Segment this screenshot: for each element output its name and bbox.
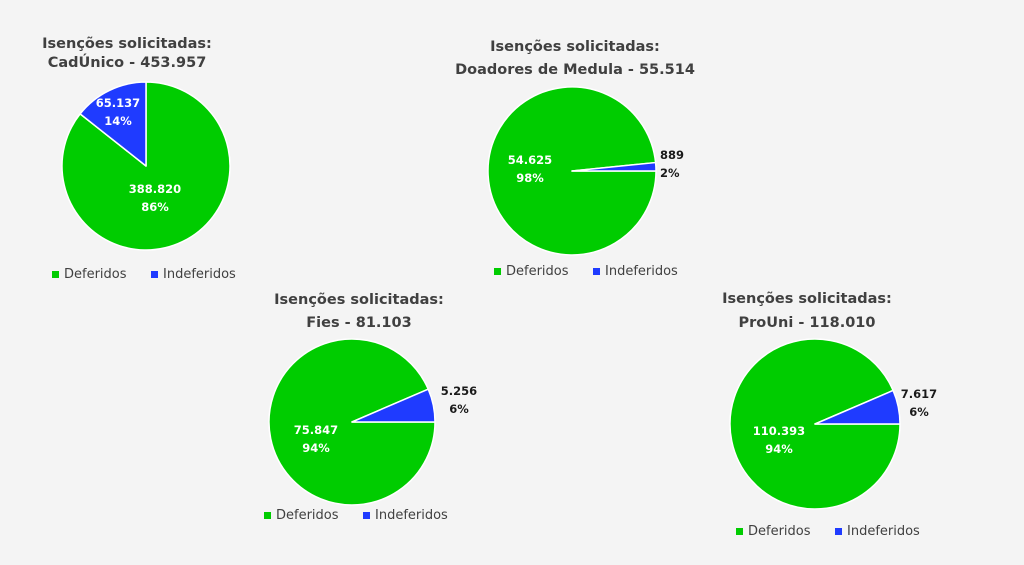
legend-label-deferidos: Deferidos — [276, 508, 339, 523]
legend-label-indeferidos: Indeferidos — [605, 264, 678, 279]
data-label-percent-deferidos: 94% — [765, 442, 793, 456]
legend-label-deferidos: Deferidos — [748, 524, 811, 539]
data-label-percent-deferidos: 98% — [516, 171, 544, 185]
pie-chart-4: Isenções solicitadas: ProUni - 118.010 110… — [722, 291, 937, 539]
legend-swatch-indeferidos — [593, 268, 600, 275]
data-label-percent-indeferidos: 6% — [449, 402, 469, 416]
legend-label-indeferidos: Indeferidos — [375, 508, 448, 523]
chart-title-line2: Doadores de Medula - 55.514 — [455, 62, 695, 78]
pie-chart-1: Isenções solicitadas:CadÚnico - 453.957 3… — [42, 36, 236, 282]
slice-indeferidos — [814, 389, 901, 425]
legend-label-deferidos: Deferidos — [506, 264, 569, 279]
legend-swatch-indeferidos — [835, 528, 842, 535]
legend-swatch-deferidos — [736, 528, 743, 535]
data-label-value-indeferidos: 65.137 — [96, 96, 140, 110]
data-label-percent-indeferidos: 14% — [104, 114, 132, 128]
data-label-percent-deferidos: 86% — [141, 200, 169, 214]
legend: Deferidos Indeferidos — [494, 264, 678, 279]
data-label-value-indeferidos: 889 — [660, 148, 684, 162]
data-label-value-deferidos: 75.847 — [294, 423, 338, 437]
slice-indeferidos — [351, 388, 436, 423]
legend: Deferidos Indeferidos — [52, 267, 236, 282]
data-label-value-deferidos: 54.625 — [508, 153, 552, 167]
chart-title-line1: Isenções solicitadas: — [722, 291, 892, 307]
slice-indeferidos — [571, 161, 657, 172]
data-label-percent-indeferidos: 6% — [909, 405, 929, 419]
chart-title-line2: Fies - 81.103 — [306, 315, 411, 331]
legend-swatch-indeferidos — [151, 271, 158, 278]
data-label-value-indeferidos: 5.256 — [441, 384, 477, 398]
legend-swatch-deferidos — [52, 271, 59, 278]
legend-label-deferidos: Deferidos — [64, 267, 127, 282]
data-label-value-indeferidos: 7.617 — [901, 387, 937, 401]
chart-title-line2: ProUni - 118.010 — [739, 315, 876, 331]
legend: Deferidos Indeferidos — [736, 524, 920, 539]
legend-swatch-indeferidos — [363, 512, 370, 519]
legend-swatch-deferidos — [264, 512, 271, 519]
pie-chart-3: Isenções solicitadas: Fies - 81.103 75.847… — [264, 292, 477, 523]
chart-title-line1: Isenções solicitadas: — [274, 292, 444, 308]
chart-title-line1: Isenções solicitadas: — [42, 36, 212, 52]
data-label-percent-deferidos: 94% — [302, 441, 330, 455]
legend-label-indeferidos: Indeferidos — [163, 267, 236, 282]
chart-title-line2: CadÚnico - 453.957 — [48, 53, 207, 71]
chart-title-line1: Isenções solicitadas: — [490, 39, 660, 55]
pie-chart-2: Isenções solicitadas: Doadores de Medula … — [455, 39, 695, 279]
legend-label-indeferidos: Indeferidos — [847, 524, 920, 539]
data-label-value-deferidos: 388.820 — [129, 182, 181, 196]
data-label-value-deferidos: 110.393 — [753, 424, 805, 438]
slice-indeferidos — [79, 81, 147, 167]
data-label-percent-indeferidos: 2% — [660, 166, 680, 180]
legend: Deferidos Indeferidos — [264, 508, 448, 523]
legend-swatch-deferidos — [494, 268, 501, 275]
